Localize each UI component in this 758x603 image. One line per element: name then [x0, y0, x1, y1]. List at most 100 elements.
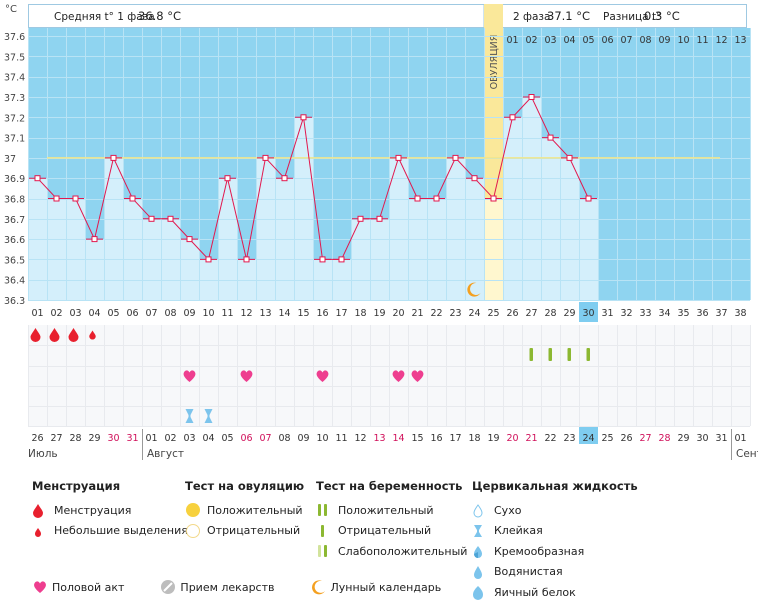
phase2-day-label: 10 — [677, 35, 689, 46]
temperature-point — [148, 215, 155, 222]
pregtest-weak-icon — [316, 543, 338, 559]
y-tick-label: 36.5 — [4, 255, 25, 266]
temperature-point — [338, 256, 345, 263]
y-tick-label: 37.2 — [4, 113, 25, 124]
legend-item: Отрицательный — [316, 521, 467, 542]
heart-icon — [316, 370, 329, 382]
symbol-grid — [28, 282, 751, 427]
legend-label: Небольшие выделения — [54, 524, 188, 538]
calendar-date-label: 17 — [449, 433, 461, 444]
cycle-day-label: 36 — [696, 308, 708, 319]
cycle-day-label: 26 — [506, 308, 518, 319]
temperature-bar — [313, 259, 332, 300]
temperature-bar — [389, 157, 408, 300]
calendar-date-label: 29 — [88, 433, 100, 444]
temperature-point — [243, 256, 250, 263]
cycle-day-label: 13 — [259, 308, 271, 319]
legend-label: Отрицательный — [338, 524, 432, 538]
legend-cervical-title: Цервикальная жидкость — [472, 479, 638, 493]
legend-label: Положительный — [207, 503, 303, 517]
legend-label: Яичный белок — [494, 585, 576, 599]
calendar-date-label: 15 — [411, 433, 423, 444]
calendar-date-label: 23 — [563, 433, 575, 444]
phase2-day-label: 11 — [696, 35, 708, 46]
temperature-point — [490, 195, 497, 202]
legend-pregtest-title: Тест на беременность — [316, 479, 463, 493]
moon-icon — [311, 579, 331, 595]
temperature-point — [224, 175, 231, 182]
month-labels: Июль Август Сент — [28, 429, 758, 460]
cycle-day-label: 31 — [601, 308, 613, 319]
y-tick-label: 36.7 — [4, 215, 25, 226]
small-drop-icon — [89, 330, 96, 340]
calendar-date-label: 27 — [50, 433, 62, 444]
y-tick-label: 36.6 — [4, 235, 25, 246]
cycle-day-labels: 01 02 03 04 05 06 07 08 09 10 11 12 13 14 15 16 17 18 19 20… — [31, 302, 747, 322]
cycle-day-label: 28 — [544, 308, 556, 319]
calendar-date-label: 28 — [658, 433, 670, 444]
temperature-bar — [85, 239, 104, 300]
legend-menstruation-title: Менструация — [32, 479, 121, 493]
y-axis: 36.3 36.4 36.5 36.6 36.7 36.8 36.9 37 37.1 37.2 37… — [4, 32, 25, 307]
cycle-day-label: 19 — [373, 308, 385, 319]
calendar-date-label: 20 — [506, 433, 518, 444]
cycle-day-label: 25 — [487, 308, 499, 319]
cycle-day-label: 12 — [240, 308, 252, 319]
temperature-point — [91, 236, 98, 243]
y-tick-label: 36.3 — [4, 296, 25, 307]
legend-item: Слабоположительный — [316, 541, 467, 562]
calendar-date-label: 21 — [525, 433, 537, 444]
calendar-date-label: 08 — [278, 433, 290, 444]
calendar-date-label: 09 — [297, 433, 309, 444]
temperature-point — [433, 195, 440, 202]
header-box — [28, 4, 747, 28]
calendar-date-label: 16 — [430, 433, 442, 444]
calendar-date-label: 31 — [715, 433, 727, 444]
legend-label: Водянистая — [494, 565, 563, 579]
legend-item: Клейкая — [472, 521, 638, 542]
y-tick-label: 37 — [4, 154, 16, 165]
phase2-day-label: 06 — [601, 35, 613, 46]
phase2-day-label: 09 — [658, 35, 670, 46]
calendar-date-label: 26 — [620, 433, 632, 444]
calendar-date-label: 29 — [677, 433, 689, 444]
temperature-point — [414, 195, 421, 202]
watery-icon — [472, 564, 494, 580]
small-drop-icon — [32, 523, 54, 539]
legend-label: Менструация — [54, 503, 132, 517]
phase2-day-label: 13 — [734, 35, 746, 46]
pregtest-negative-icon — [586, 348, 590, 361]
blood-drop-icon — [32, 502, 54, 519]
legend-label: Клейкая — [494, 524, 543, 538]
calendar-date-label: 13 — [373, 433, 385, 444]
temperature-bar — [66, 198, 85, 300]
y-tick-label: 36.4 — [4, 276, 25, 287]
y-tick-label: 36.8 — [4, 195, 25, 206]
cycle-day-label: 27 — [525, 308, 537, 319]
legend-item: Водянистая — [472, 562, 638, 583]
heart-icon — [32, 579, 52, 595]
blood-drop-icon — [68, 328, 79, 342]
temperature-bar — [446, 157, 465, 300]
phase2-label: 2 фаза — [513, 11, 550, 23]
temperature-point — [566, 154, 573, 161]
temperature-point — [34, 175, 41, 182]
dry-icon — [472, 502, 494, 518]
y-tick-label: 37.3 — [4, 93, 25, 104]
legend-item: Небольшие выделения — [32, 521, 188, 542]
blood-drop-icon — [30, 328, 41, 342]
calendar-date-label: 01 — [734, 433, 746, 444]
legend-item: Менструация — [32, 500, 188, 521]
phase2-day-label: 04 — [563, 35, 575, 46]
legend-label: Сухо — [494, 503, 522, 517]
temperature-bar — [104, 157, 123, 300]
pill-icon — [160, 579, 180, 595]
cycle-day-label: 02 — [50, 308, 62, 319]
cycle-day-label: 16 — [316, 308, 328, 319]
heart-icon — [392, 370, 405, 382]
legend-pregnancy-test: Тест на беременность Положительный Отриц… — [316, 479, 467, 562]
calendar-date-label: 03 — [183, 433, 195, 444]
calendar-date-label: 02 — [164, 433, 176, 444]
temperature-point — [281, 175, 288, 182]
